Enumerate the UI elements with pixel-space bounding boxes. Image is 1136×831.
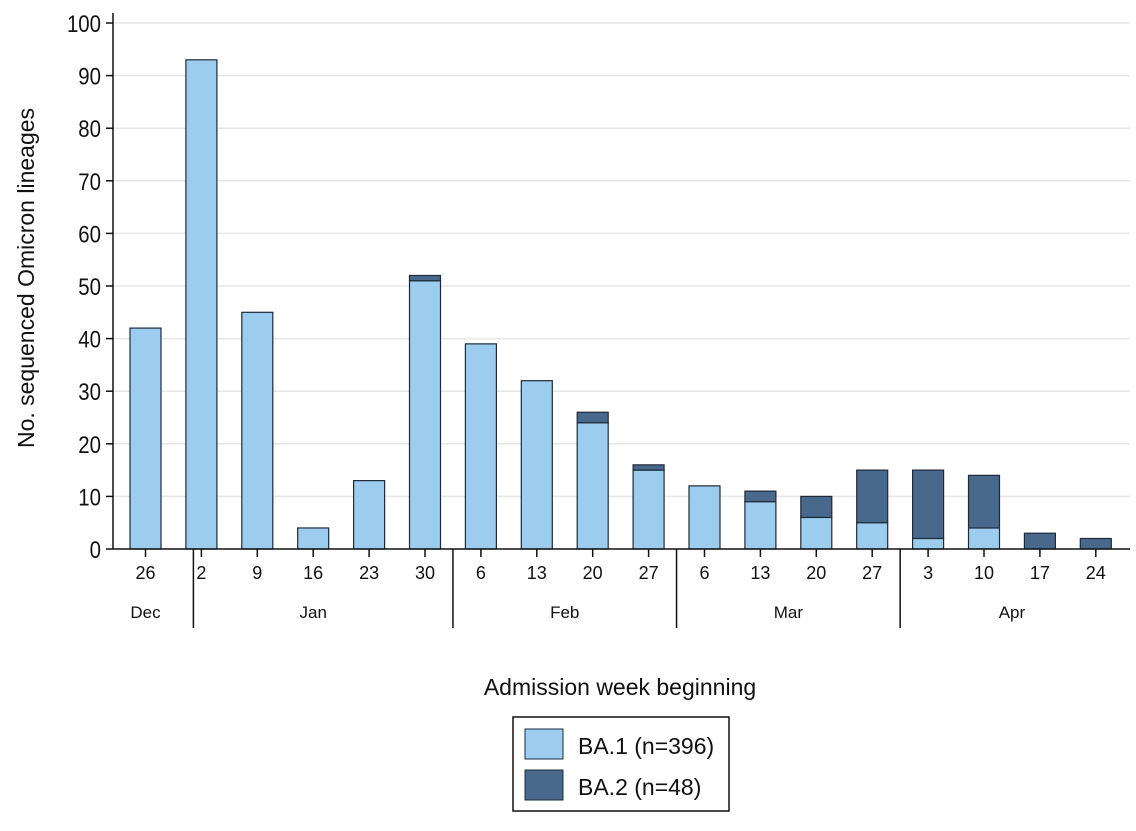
bar-ba2: [800, 495, 833, 519]
bar-ba2: [576, 411, 609, 424]
y-tick-label: 70: [78, 168, 101, 195]
bar-ba2: [1023, 532, 1057, 550]
bar-ba2: [1079, 537, 1112, 550]
y-tick-label: 50: [78, 273, 101, 300]
x-tick-label: 13: [750, 563, 770, 583]
x-tick-label: 13: [527, 563, 547, 583]
x-tick-label: 26: [135, 563, 155, 583]
bar-ba2: [744, 490, 777, 503]
bar-ba2: [967, 474, 1001, 529]
bar-ba2: [911, 469, 945, 540]
bar-ba2: [408, 274, 442, 282]
bar-ba1: [353, 480, 386, 550]
bar-ba1: [464, 343, 497, 550]
x-tick-label: 2: [196, 563, 206, 583]
y-tick-label: 40: [78, 326, 101, 353]
y-tick-label: 60: [78, 221, 101, 248]
month-label: Mar: [774, 603, 804, 622]
bar-ba1: [297, 527, 330, 550]
x-tick-label: 20: [583, 563, 603, 583]
y-tick-label: 30: [78, 379, 101, 406]
bar-ba1: [576, 422, 609, 550]
bar-ba1: [967, 527, 1001, 550]
bar-ba1: [688, 485, 721, 550]
x-tick-label: 10: [974, 563, 994, 583]
x-tick-label: 27: [862, 563, 882, 583]
legend-swatch-ba2: [524, 769, 564, 801]
x-tick-label: 6: [476, 563, 486, 583]
axes: 0 10 20 30 40 50 60 70 80 90 100 26 2 9 16 23 30 6 13 20 27 6…: [67, 10, 1130, 628]
x-tick-label: 30: [415, 563, 435, 583]
bar-ba1: [856, 522, 889, 550]
bar-ba1: [408, 280, 442, 550]
y-tick-label: 10: [78, 484, 101, 511]
bar-ba2: [632, 464, 665, 471]
x-tick-label: 6: [699, 563, 709, 583]
x-tick-label: 17: [1030, 563, 1050, 583]
x-tick-label: 9: [252, 563, 262, 583]
bar-ba1: [911, 537, 945, 550]
bars: [129, 59, 1112, 550]
gridlines: [113, 22, 1130, 498]
y-tick-label: 20: [78, 431, 101, 458]
x-tick-label: 3: [923, 563, 933, 583]
y-tick-label: 90: [78, 63, 101, 90]
legend-label-ba1: BA.1 (n=396): [578, 733, 714, 759]
month-label: Apr: [999, 603, 1026, 622]
month-label: Jan: [299, 603, 326, 622]
bar-ba2: [856, 469, 889, 524]
month-label: Dec: [130, 603, 161, 622]
legend-swatch-ba1: [524, 728, 564, 760]
y-tick-label: 80: [78, 116, 101, 143]
y-axis-label: No. sequenced Omicron lineages: [13, 108, 39, 448]
bar-ba1: [129, 327, 162, 550]
bar-ba1: [800, 516, 833, 550]
bar-ba1: [520, 380, 553, 550]
bar-ba1: [241, 311, 274, 550]
x-tick-label: 24: [1086, 563, 1106, 583]
y-tick-label: 100: [67, 10, 101, 37]
x-tick-label: 23: [359, 563, 379, 583]
bar-ba1: [632, 469, 665, 550]
bar-ba1: [744, 501, 777, 550]
month-label: Feb: [550, 603, 579, 622]
x-axis-label: Admission week beginning: [484, 674, 756, 700]
x-tick-label: 16: [303, 563, 323, 583]
x-tick-label: 27: [639, 563, 659, 583]
y-tick-label: 0: [90, 536, 101, 563]
legend: BA.1 (n=396) BA.2 (n=48): [512, 716, 730, 812]
x-tick-label: 20: [806, 563, 826, 583]
bar-ba1: [185, 59, 218, 550]
legend-label-ba2: BA.2 (n=48): [578, 774, 701, 800]
